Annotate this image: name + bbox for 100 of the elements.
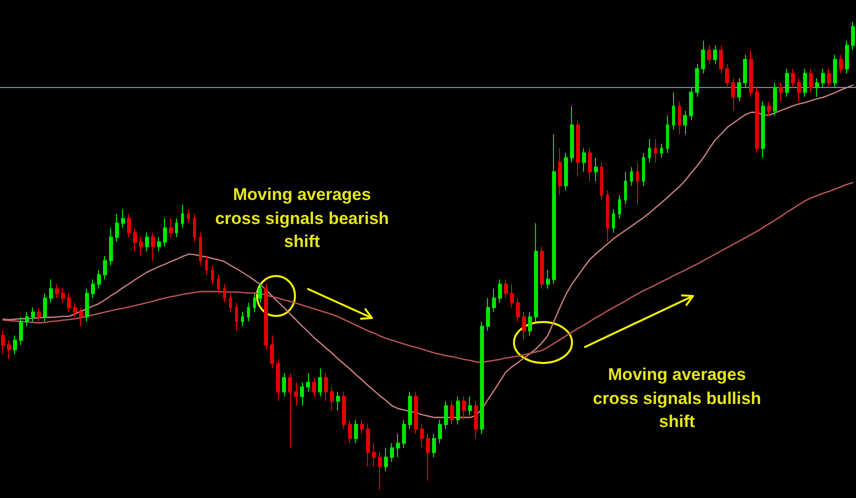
candlestick (372, 442, 376, 468)
candlestick (235, 302, 238, 332)
candlestick (247, 302, 250, 322)
candlestick (462, 396, 466, 420)
candlestick (229, 292, 232, 313)
candlestick (522, 312, 526, 341)
candlestick (821, 68, 825, 88)
candlestick (725, 64, 729, 88)
annotation: Moving averages cross signals bullish shift (592, 364, 762, 433)
candlestick (109, 227, 113, 266)
candlestick (660, 143, 663, 158)
candlestick (498, 278, 502, 304)
candlestick (306, 372, 310, 392)
candlestick (773, 82, 777, 116)
candlestick (133, 227, 137, 252)
candlestick (486, 298, 490, 332)
candlestick (612, 208, 615, 234)
candlestick (67, 292, 71, 313)
candlestick (91, 278, 95, 299)
candlestick (540, 246, 544, 290)
candlestick (749, 50, 753, 98)
candlestick (127, 213, 131, 238)
candlestick (761, 101, 765, 158)
candlestick (163, 218, 167, 248)
candlestick (851, 22, 855, 51)
candlestick (504, 278, 508, 299)
candlestick (624, 171, 627, 206)
candlestick (151, 232, 155, 262)
candlestick (348, 419, 352, 444)
candlestick (37, 306, 41, 322)
candlestick (211, 264, 214, 285)
candlestick (492, 288, 496, 313)
candlestick (701, 40, 705, 74)
candlestick (43, 292, 47, 322)
candlestick (169, 218, 173, 238)
candlestick (19, 316, 23, 346)
candlestick (606, 190, 609, 242)
candlestick (241, 312, 244, 327)
candlestick (61, 288, 65, 304)
candlestick (791, 68, 795, 88)
candlestick (354, 419, 358, 444)
candlestick (689, 87, 693, 121)
candlestick (767, 101, 771, 116)
candlestick (546, 270, 550, 290)
candlestick (672, 92, 675, 130)
candlestick (420, 424, 424, 448)
candlestick (450, 400, 454, 425)
candlestick (456, 396, 460, 425)
candlestick (25, 312, 29, 327)
candlestick (731, 78, 735, 112)
candlestick (432, 433, 436, 458)
candlestick (618, 194, 621, 220)
candlestick (157, 236, 161, 252)
candlestick (683, 110, 687, 135)
candlestick (31, 306, 35, 322)
candlestick (312, 377, 316, 397)
candlestick (97, 270, 101, 290)
candlestick (588, 148, 592, 182)
candlestick (1, 330, 5, 355)
candlestick (193, 213, 196, 242)
candlestick (288, 372, 292, 448)
candlestick (719, 44, 723, 74)
candlestick (103, 256, 107, 280)
candlestick (384, 447, 388, 472)
candlestick (642, 152, 645, 186)
candlestick (827, 68, 831, 88)
candlestick (79, 306, 83, 327)
candlestick (654, 138, 657, 163)
candlestick (396, 433, 400, 458)
candlestick (666, 115, 669, 154)
candlestick (797, 78, 801, 102)
candlestick (516, 298, 520, 322)
candlestick (737, 78, 741, 102)
candlestick (695, 64, 699, 98)
candlestick (845, 40, 849, 74)
candlestick (426, 433, 430, 482)
candlestick (378, 452, 382, 490)
candlestick (576, 120, 580, 177)
candlestick (253, 292, 256, 313)
candlestick (199, 232, 202, 266)
candlestick (552, 134, 556, 285)
candlestick (438, 419, 442, 444)
candlestick (282, 372, 286, 397)
candlestick (13, 335, 17, 355)
candlestick (85, 288, 89, 322)
candlestick (205, 256, 208, 276)
candlestick (570, 106, 574, 163)
candlestick (324, 372, 328, 402)
candlestick (294, 382, 298, 406)
candlestick (444, 400, 448, 430)
candlestick (755, 87, 759, 154)
candlestick (779, 82, 783, 102)
candlestick (707, 44, 711, 65)
candlestick (630, 166, 633, 186)
candlestick (115, 213, 119, 242)
candlestick (809, 68, 813, 93)
candlestick (73, 302, 77, 318)
candlestick (528, 312, 532, 336)
candlestick (145, 232, 149, 252)
candlestick (648, 138, 651, 163)
